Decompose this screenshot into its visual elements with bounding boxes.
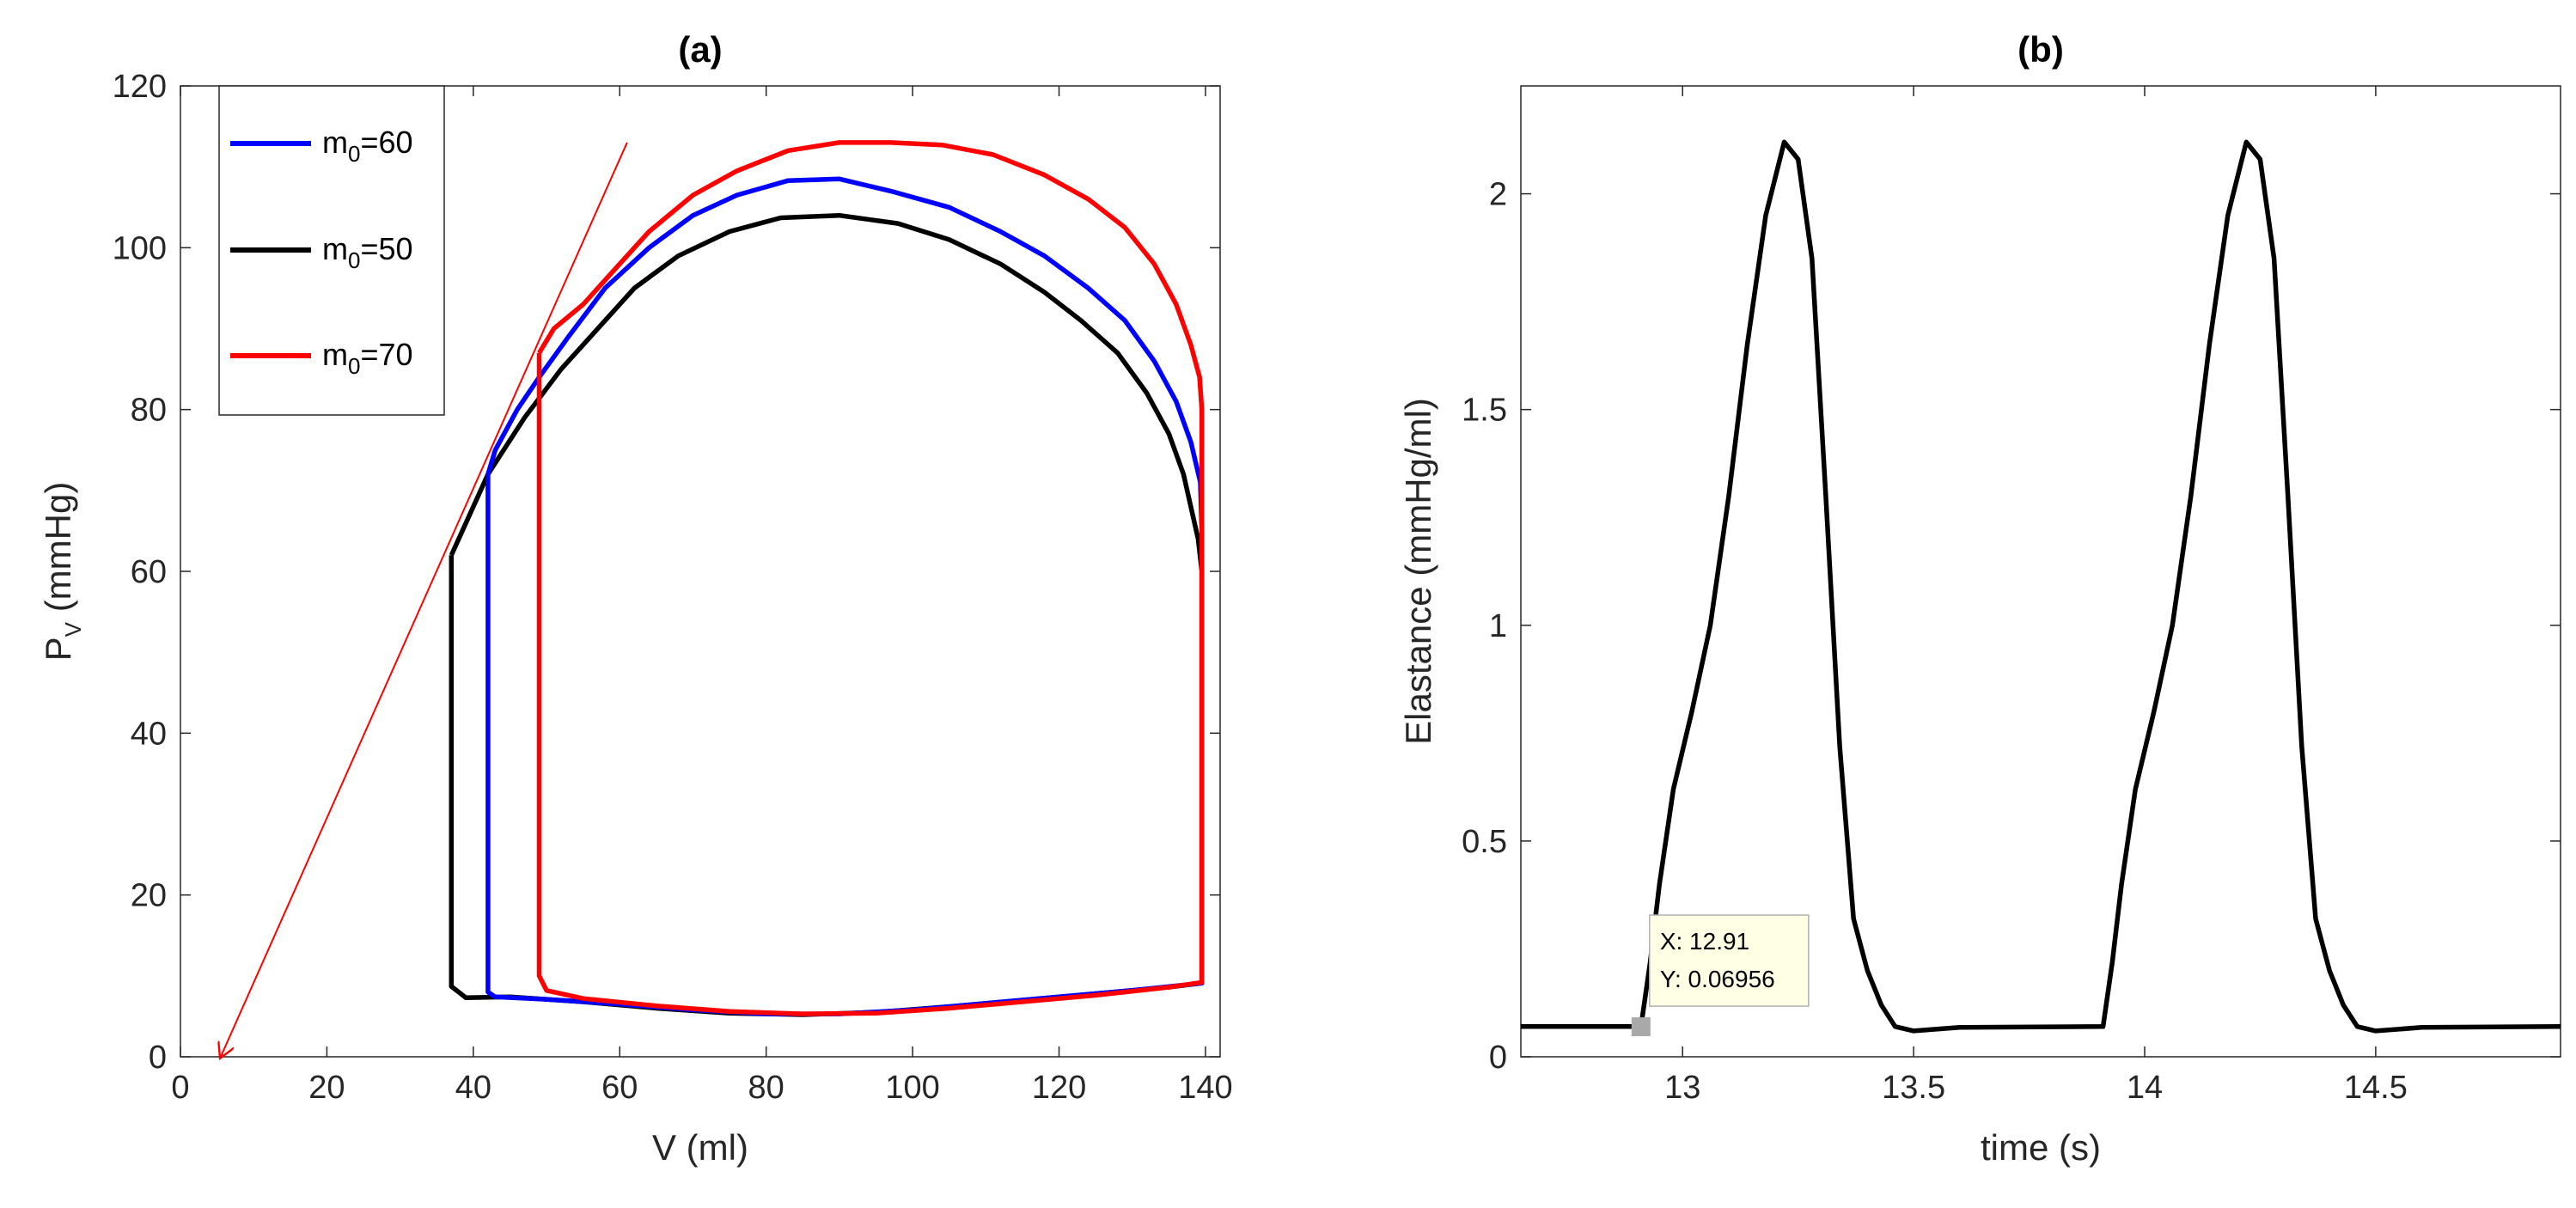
panel-b-axes-box bbox=[1520, 85, 2561, 1058]
panel-b-x-tick-labels: 13 13.5 14 14.5 bbox=[1664, 1070, 2408, 1106]
y-tick-label: 0 bbox=[149, 1040, 167, 1076]
x-tick-label: 100 bbox=[885, 1070, 939, 1106]
y-tick-label: 0.5 bbox=[1462, 824, 1507, 860]
x-tick-label: 14 bbox=[2127, 1070, 2163, 1106]
data-tip-marker[interactable] bbox=[1631, 1017, 1651, 1037]
y-tick-label: 2 bbox=[1489, 177, 1507, 213]
y-tick-label: 100 bbox=[113, 230, 167, 266]
panel-b-ticks bbox=[1521, 86, 2561, 1058]
legend-entry: m0=70 bbox=[230, 337, 413, 379]
legend-entry: m0=50 bbox=[230, 231, 413, 273]
x-tick-label: 13 bbox=[1664, 1070, 1700, 1106]
x-tick-label: 0 bbox=[171, 1070, 189, 1106]
y-tick-label: 80 bbox=[131, 393, 167, 429]
panel-a-ticks bbox=[180, 85, 1220, 1058]
legend: m0=60 m0=50 m0=70 bbox=[218, 85, 445, 416]
panel-a-annotations bbox=[221, 142, 628, 1057]
panel-a-series bbox=[449, 140, 1205, 1017]
legend-label: m0=70 bbox=[322, 337, 413, 379]
panel-a-y-label: PV (mmHg) bbox=[38, 482, 86, 662]
series-line-m0-70 bbox=[536, 140, 1205, 1016]
y-tick-label: 1.5 bbox=[1462, 393, 1507, 429]
data-tip-x-value: X: 12.91 bbox=[1660, 928, 1749, 955]
x-tick-label: 13.5 bbox=[1882, 1070, 1945, 1106]
y-tick-label: 0 bbox=[1489, 1040, 1507, 1076]
x-tick-label: 40 bbox=[455, 1070, 491, 1106]
data-tip-box bbox=[1649, 914, 1810, 1007]
legend-label: m0=60 bbox=[322, 125, 413, 167]
x-tick-label: 120 bbox=[1032, 1070, 1086, 1106]
y-tick-label: 20 bbox=[131, 878, 167, 914]
x-tick-label: 14.5 bbox=[2344, 1070, 2408, 1106]
x-tick-label: 60 bbox=[601, 1070, 638, 1106]
y-tick-label: 40 bbox=[131, 716, 167, 752]
tangent-arrow bbox=[221, 142, 628, 1057]
panel-b-title: (b) bbox=[2017, 29, 2064, 70]
legend-entry: m0=60 bbox=[230, 125, 413, 167]
panel-a: 0 20 40 60 80 100 120 140 0 20 40 60 80 100 120 (a) V… bbox=[38, 29, 1233, 1168]
panel-a-x-label: V (ml) bbox=[652, 1127, 748, 1168]
elastance-line bbox=[1521, 139, 2561, 1034]
legend-label: m0=50 bbox=[322, 231, 413, 273]
x-tick-label: 140 bbox=[1178, 1070, 1232, 1106]
panel-a-x-tick-labels: 0 20 40 60 80 100 120 140 bbox=[171, 1070, 1232, 1106]
panel-a-y-tick-labels: 0 20 40 60 80 100 120 bbox=[113, 69, 167, 1076]
panel-b-x-label: time (s) bbox=[1981, 1127, 2101, 1168]
y-tick-label: 120 bbox=[113, 69, 167, 105]
x-tick-label: 20 bbox=[308, 1070, 345, 1106]
y-tick-label: 60 bbox=[131, 554, 167, 590]
panel-b-y-label: Elastance (mmHg/ml) bbox=[1398, 398, 1438, 745]
data-tip-y-value: Y: 0.06956 bbox=[1660, 966, 1775, 992]
panel-a-title: (a) bbox=[678, 29, 722, 70]
panel-b: 13 13.5 14 14.5 0 0.5 1 1.5 2 X: 12.91 Y: 0.069… bbox=[1398, 29, 2561, 1168]
panel-b-y-tick-labels: 0 0.5 1 1.5 2 bbox=[1462, 177, 1507, 1076]
data-tip[interactable]: X: 12.91 Y: 0.06956 bbox=[1631, 914, 1810, 1037]
panel-b-series bbox=[1521, 139, 2561, 1034]
y-tick-label: 1 bbox=[1489, 608, 1507, 644]
x-tick-label: 80 bbox=[748, 1070, 784, 1106]
